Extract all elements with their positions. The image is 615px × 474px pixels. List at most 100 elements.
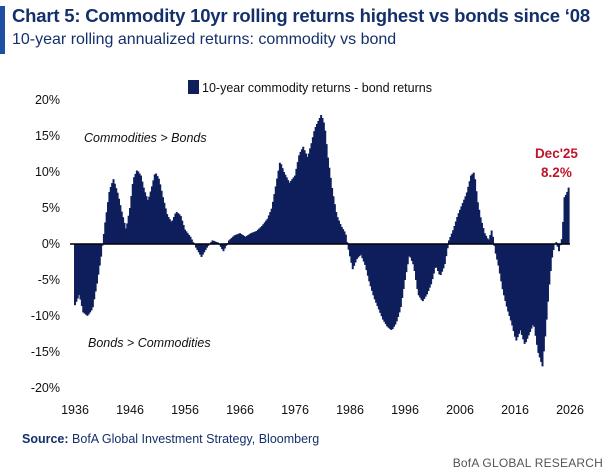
- data-bar: [313, 131, 316, 244]
- chart-title: Chart 5: Commodity 10yr rolling returns …: [12, 5, 590, 26]
- x-tick-label: 1996: [391, 403, 419, 417]
- annotation-commodities-over-bonds: Commodities > Bonds: [84, 131, 207, 145]
- data-bar: [534, 244, 537, 336]
- data-bar: [522, 244, 525, 340]
- data-bar: [468, 181, 471, 244]
- data-bar: [409, 244, 412, 258]
- data-bar: [427, 244, 430, 292]
- data-bar: [387, 244, 390, 328]
- data-bar: [428, 244, 431, 288]
- data-bar: [386, 244, 389, 327]
- data-bar: [151, 186, 153, 244]
- data-bar: [416, 244, 419, 289]
- data-bar: [134, 173, 137, 244]
- data-bar: [382, 244, 384, 320]
- chart-subtitle: 10-year rolling annualized returns: comm…: [12, 31, 397, 48]
- data-bar: [360, 244, 362, 255]
- data-bar: [244, 236, 247, 244]
- data-bar: [507, 244, 510, 312]
- data-bar: [104, 222, 107, 244]
- data-bar: [233, 235, 236, 244]
- data-bar: [156, 176, 159, 244]
- data-bar: [168, 219, 171, 244]
- y-tick-label: 0%: [42, 237, 60, 251]
- data-bar: [372, 244, 375, 296]
- data-bar: [566, 191, 569, 244]
- data-bar: [432, 244, 435, 274]
- data-bar: [393, 244, 395, 327]
- data-bar: [475, 191, 478, 244]
- data-bar: [85, 244, 87, 315]
- data-bar: [177, 213, 180, 244]
- data-bar: [283, 172, 285, 244]
- data-bar: [142, 187, 145, 244]
- data-bar: [375, 244, 378, 303]
- data-bar: [457, 213, 460, 244]
- data-bar: [523, 244, 526, 344]
- x-tick-label: 1976: [281, 403, 309, 417]
- data-bar: [239, 233, 241, 244]
- data-bar: [185, 231, 188, 244]
- data-bar: [439, 244, 442, 276]
- data-bar: [470, 175, 472, 244]
- data-bar: [171, 220, 174, 244]
- data-bar: [251, 232, 254, 244]
- data-bar: [527, 244, 530, 336]
- data-bar: [265, 220, 268, 244]
- data-bar: [197, 244, 200, 253]
- data-bar: [354, 244, 357, 263]
- data-bar: [445, 244, 448, 257]
- data-bar: [86, 244, 89, 316]
- data-bar: [347, 244, 350, 250]
- data-bar: [474, 179, 477, 244]
- data-bar: [277, 170, 280, 244]
- data-bar: [402, 244, 405, 289]
- data-bar: [351, 244, 354, 270]
- data-bar: [540, 244, 543, 362]
- data-bar: [115, 188, 118, 244]
- data-bar: [531, 244, 534, 326]
- x-tick-label: 1936: [61, 403, 89, 417]
- data-bar: [327, 157, 329, 244]
- data-bar: [93, 244, 96, 300]
- data-bar: [547, 244, 549, 302]
- data-bar: [259, 227, 262, 244]
- data-bar: [346, 242, 349, 244]
- data-bar: [83, 244, 86, 314]
- data-bar: [314, 127, 317, 244]
- data-bar: [118, 198, 120, 244]
- data-bar: [394, 244, 397, 325]
- data-bar: [336, 217, 339, 244]
- data-bar: [486, 238, 489, 244]
- data-bar: [431, 244, 434, 280]
- data-bar: [166, 214, 169, 244]
- data-bar: [237, 233, 240, 244]
- data-bar: [243, 235, 246, 244]
- data-bar: [408, 244, 411, 257]
- data-bar: [269, 212, 272, 244]
- last-point-date-label: Dec'25: [535, 146, 578, 161]
- data-bar: [135, 170, 138, 244]
- data-bar: [448, 240, 450, 244]
- data-bar: [383, 244, 386, 322]
- data-bar: [328, 167, 331, 244]
- x-tick-label: 1966: [226, 403, 254, 417]
- data-bar: [395, 244, 398, 322]
- data-bar: [368, 244, 371, 282]
- data-bar: [460, 206, 463, 244]
- data-bar: [228, 240, 230, 244]
- data-bar: [181, 220, 184, 244]
- x-tick-label: 1946: [116, 403, 144, 417]
- data-bar: [340, 226, 343, 244]
- data-bar: [215, 242, 218, 244]
- data-bar: [178, 214, 181, 244]
- data-bar: [78, 244, 81, 296]
- data-bar: [138, 173, 141, 244]
- source-note: Source: BofA Global Investment Strategy,…: [22, 432, 319, 446]
- data-bar: [518, 244, 521, 334]
- data-bar: [91, 244, 94, 308]
- data-bar: [258, 228, 261, 244]
- data-bar: [137, 171, 140, 244]
- data-bar: [514, 244, 516, 337]
- data-bar: [248, 234, 251, 244]
